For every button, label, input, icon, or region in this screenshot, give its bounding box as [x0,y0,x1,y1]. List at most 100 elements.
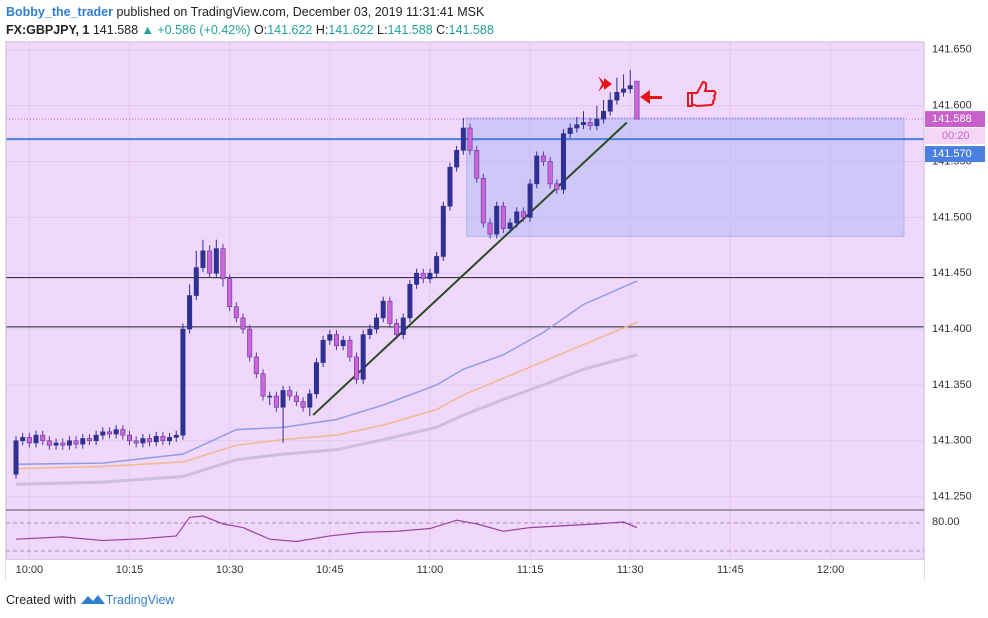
o-value: 141.622 [267,23,313,37]
candle-body [247,328,253,358]
o-label: O: [253,23,268,37]
price: 141.588 [92,23,139,37]
candle-body [601,110,607,120]
candle-body [40,434,46,442]
footer-brand[interactable]: TradingView [105,593,175,607]
candle-body [66,440,72,446]
candle-body [153,435,159,443]
candle-body [500,205,506,229]
y-tick-label: 141.500 [932,211,972,223]
candle-body [347,339,353,358]
y-tick-label: 141.300 [932,435,972,447]
candle-body [554,183,560,190]
candle-body [367,328,373,335]
candle-body [167,437,173,442]
red-arrow-right [598,76,612,92]
header: Bobby_the_trader published on TradingVie… [6,3,494,39]
candle-body [53,442,59,446]
candle-body [487,222,493,235]
c-value: 141.588 [448,23,494,37]
x-tick-label: 10:30 [216,564,244,576]
countdown-label: 00:20 [942,130,970,142]
candle-body [73,440,79,445]
candle-body [160,435,166,442]
y-tick-label: 141.400 [932,323,972,335]
footer-text: Created with [6,593,77,607]
candle-body [621,88,627,93]
candle-body [494,205,500,235]
c-label: C: [436,23,449,37]
blue-line-label: 141.570 [932,148,972,160]
candle-body [387,300,393,324]
symbol: FX:GBPJPY, 1 [6,23,90,37]
candle-body [200,250,206,268]
candle-body [20,437,26,442]
y-tick-label: 141.450 [932,267,972,279]
candle-body [327,334,333,341]
candle-body [474,150,480,179]
candle-body [106,431,112,435]
candle-body [407,284,413,319]
candle-body [354,356,360,380]
candle-body [594,118,600,127]
candle-body [133,440,139,444]
candle-body [187,295,193,330]
candle-body [454,150,460,168]
candle-body [273,395,279,408]
rsi-line [15,515,638,543]
candle-body [307,393,313,408]
chart: 10:00 10:15 10:30 10:45 11:00 11:15 11:30 11:45… [5,41,985,581]
candle-body [440,205,446,257]
candle-body [380,300,386,319]
candle-body [280,390,286,408]
last-price-label: 141.588 [932,113,972,125]
candle-body [587,122,593,127]
candle-body [560,133,566,190]
moving-average [15,321,638,470]
candle-body [233,306,239,319]
x-tick-label: 10:45 [316,564,344,576]
candle-body [207,250,213,274]
candle-body [33,434,39,444]
h-label: H: [315,23,329,37]
candle-body [427,272,433,280]
candle-body [480,177,486,224]
layer [6,42,924,560]
candle-body [100,431,106,436]
red-arrow-left [640,90,662,104]
candle-body [227,278,233,308]
candle-body [80,438,86,445]
candle-body [300,401,306,408]
candle-body [13,440,19,475]
candle-body [120,429,126,436]
candle-body [193,267,199,296]
range-rectangle [466,117,905,237]
candle-body [267,395,273,398]
candle-body [86,438,92,442]
candle-body [173,434,179,438]
x-tick-label: 11:30 [617,564,644,576]
x-tick-label: 12:00 [817,564,845,576]
x-tick-label: 11:00 [417,564,444,576]
tv-logo [80,595,105,604]
candle-body [147,438,153,443]
candle-body [180,328,186,436]
thumbs-up-icon [687,80,717,108]
candle-body [260,373,266,397]
x-tick-label: 11:45 [717,564,744,576]
candle-body [520,211,526,218]
l-label: L: [377,23,388,37]
candle-body [420,272,426,280]
author[interactable]: Bobby_the_trader [6,5,113,19]
published: published on TradingView.com, December 0… [116,5,485,19]
candle-body [574,124,580,129]
candle-body [434,256,440,274]
candle-body [547,161,553,185]
candle-body [240,317,246,330]
candle-body [360,334,366,380]
footer: Created with TradingView [6,592,174,607]
candle-body [460,127,466,151]
candle-body [340,339,346,347]
countdown-box [925,128,985,145]
